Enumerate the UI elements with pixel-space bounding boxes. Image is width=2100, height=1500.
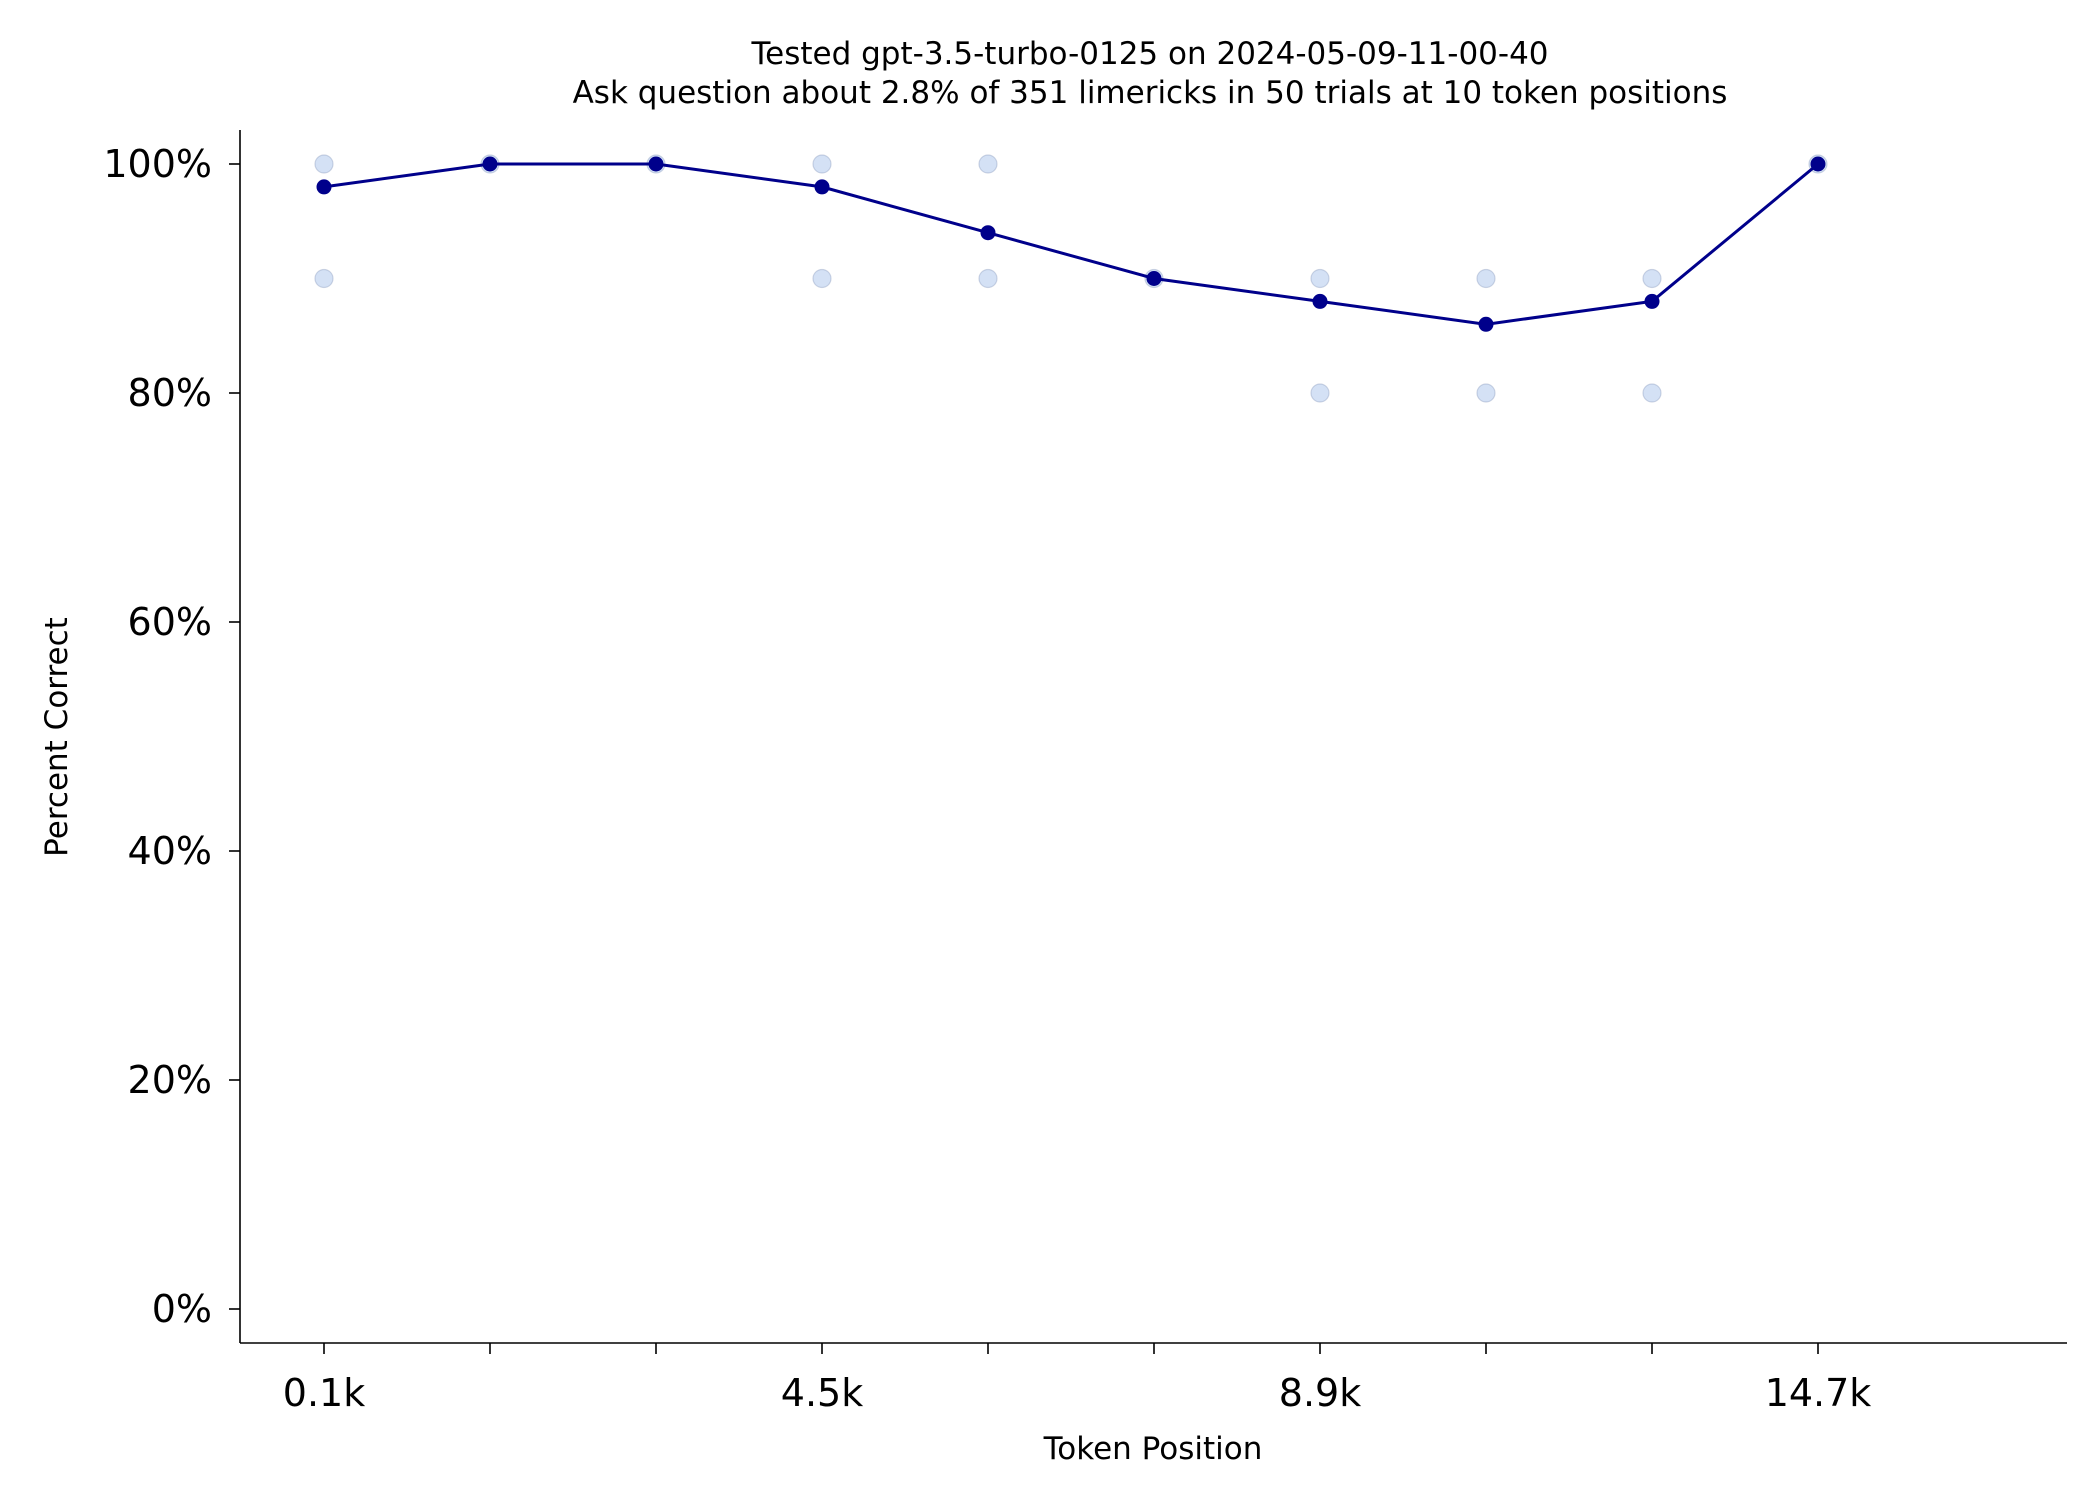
y-ticks: 0% 20% 40% 60% 80% 100% xyxy=(103,142,240,1331)
mean-line-series xyxy=(316,156,1826,332)
chart-title-line-2: Ask question about 2.8% of 351 limericks… xyxy=(573,75,1728,111)
trial-point xyxy=(1310,268,1330,289)
trial-point xyxy=(1310,383,1330,403)
mean-point xyxy=(980,225,996,241)
trial-point xyxy=(1476,268,1496,289)
mean-point xyxy=(482,156,498,172)
x-ticks: 0.1k 4.5k 8.9k 14.7k xyxy=(283,1343,1872,1415)
mean-point xyxy=(1644,293,1660,309)
trial-point xyxy=(1476,383,1496,403)
y-tick-label: 40% xyxy=(128,829,212,873)
mean-point xyxy=(648,156,664,172)
trial-points-series xyxy=(314,154,1828,403)
x-tick-label: 14.7k xyxy=(1765,1371,1872,1415)
trial-point xyxy=(1642,268,1662,289)
y-tick-label: 100% xyxy=(103,142,212,186)
axes xyxy=(239,130,2067,1344)
trial-point xyxy=(812,268,832,289)
trial-point xyxy=(978,154,998,174)
y-tick-label: 80% xyxy=(128,371,212,415)
mean-point xyxy=(1312,293,1328,309)
y-tick-label: 20% xyxy=(128,1058,212,1102)
y-tick-label: 0% xyxy=(152,1287,212,1331)
y-axis-label: Percent Correct xyxy=(39,617,75,857)
y-tick-label: 60% xyxy=(128,600,212,644)
x-tick-label: 4.5k xyxy=(781,1371,863,1415)
trial-point xyxy=(314,268,334,289)
trial-point xyxy=(314,154,334,174)
mean-point xyxy=(814,179,830,195)
mean-line-path xyxy=(323,162,1819,326)
mean-point xyxy=(1146,271,1162,286)
mean-point xyxy=(316,179,332,195)
x-axis-label: Token Position xyxy=(1043,1431,1263,1467)
x-tick-label: 0.1k xyxy=(283,1371,365,1415)
trial-point xyxy=(1642,383,1662,403)
x-tick-label: 8.9k xyxy=(1279,1371,1361,1415)
chart-title-line-1: Tested gpt-3.5-turbo-0125 on 2024-05-09-… xyxy=(750,36,1548,72)
mean-point xyxy=(1810,156,1826,172)
trial-point xyxy=(978,268,998,289)
trial-point xyxy=(812,154,832,174)
mean-point xyxy=(1478,316,1494,332)
